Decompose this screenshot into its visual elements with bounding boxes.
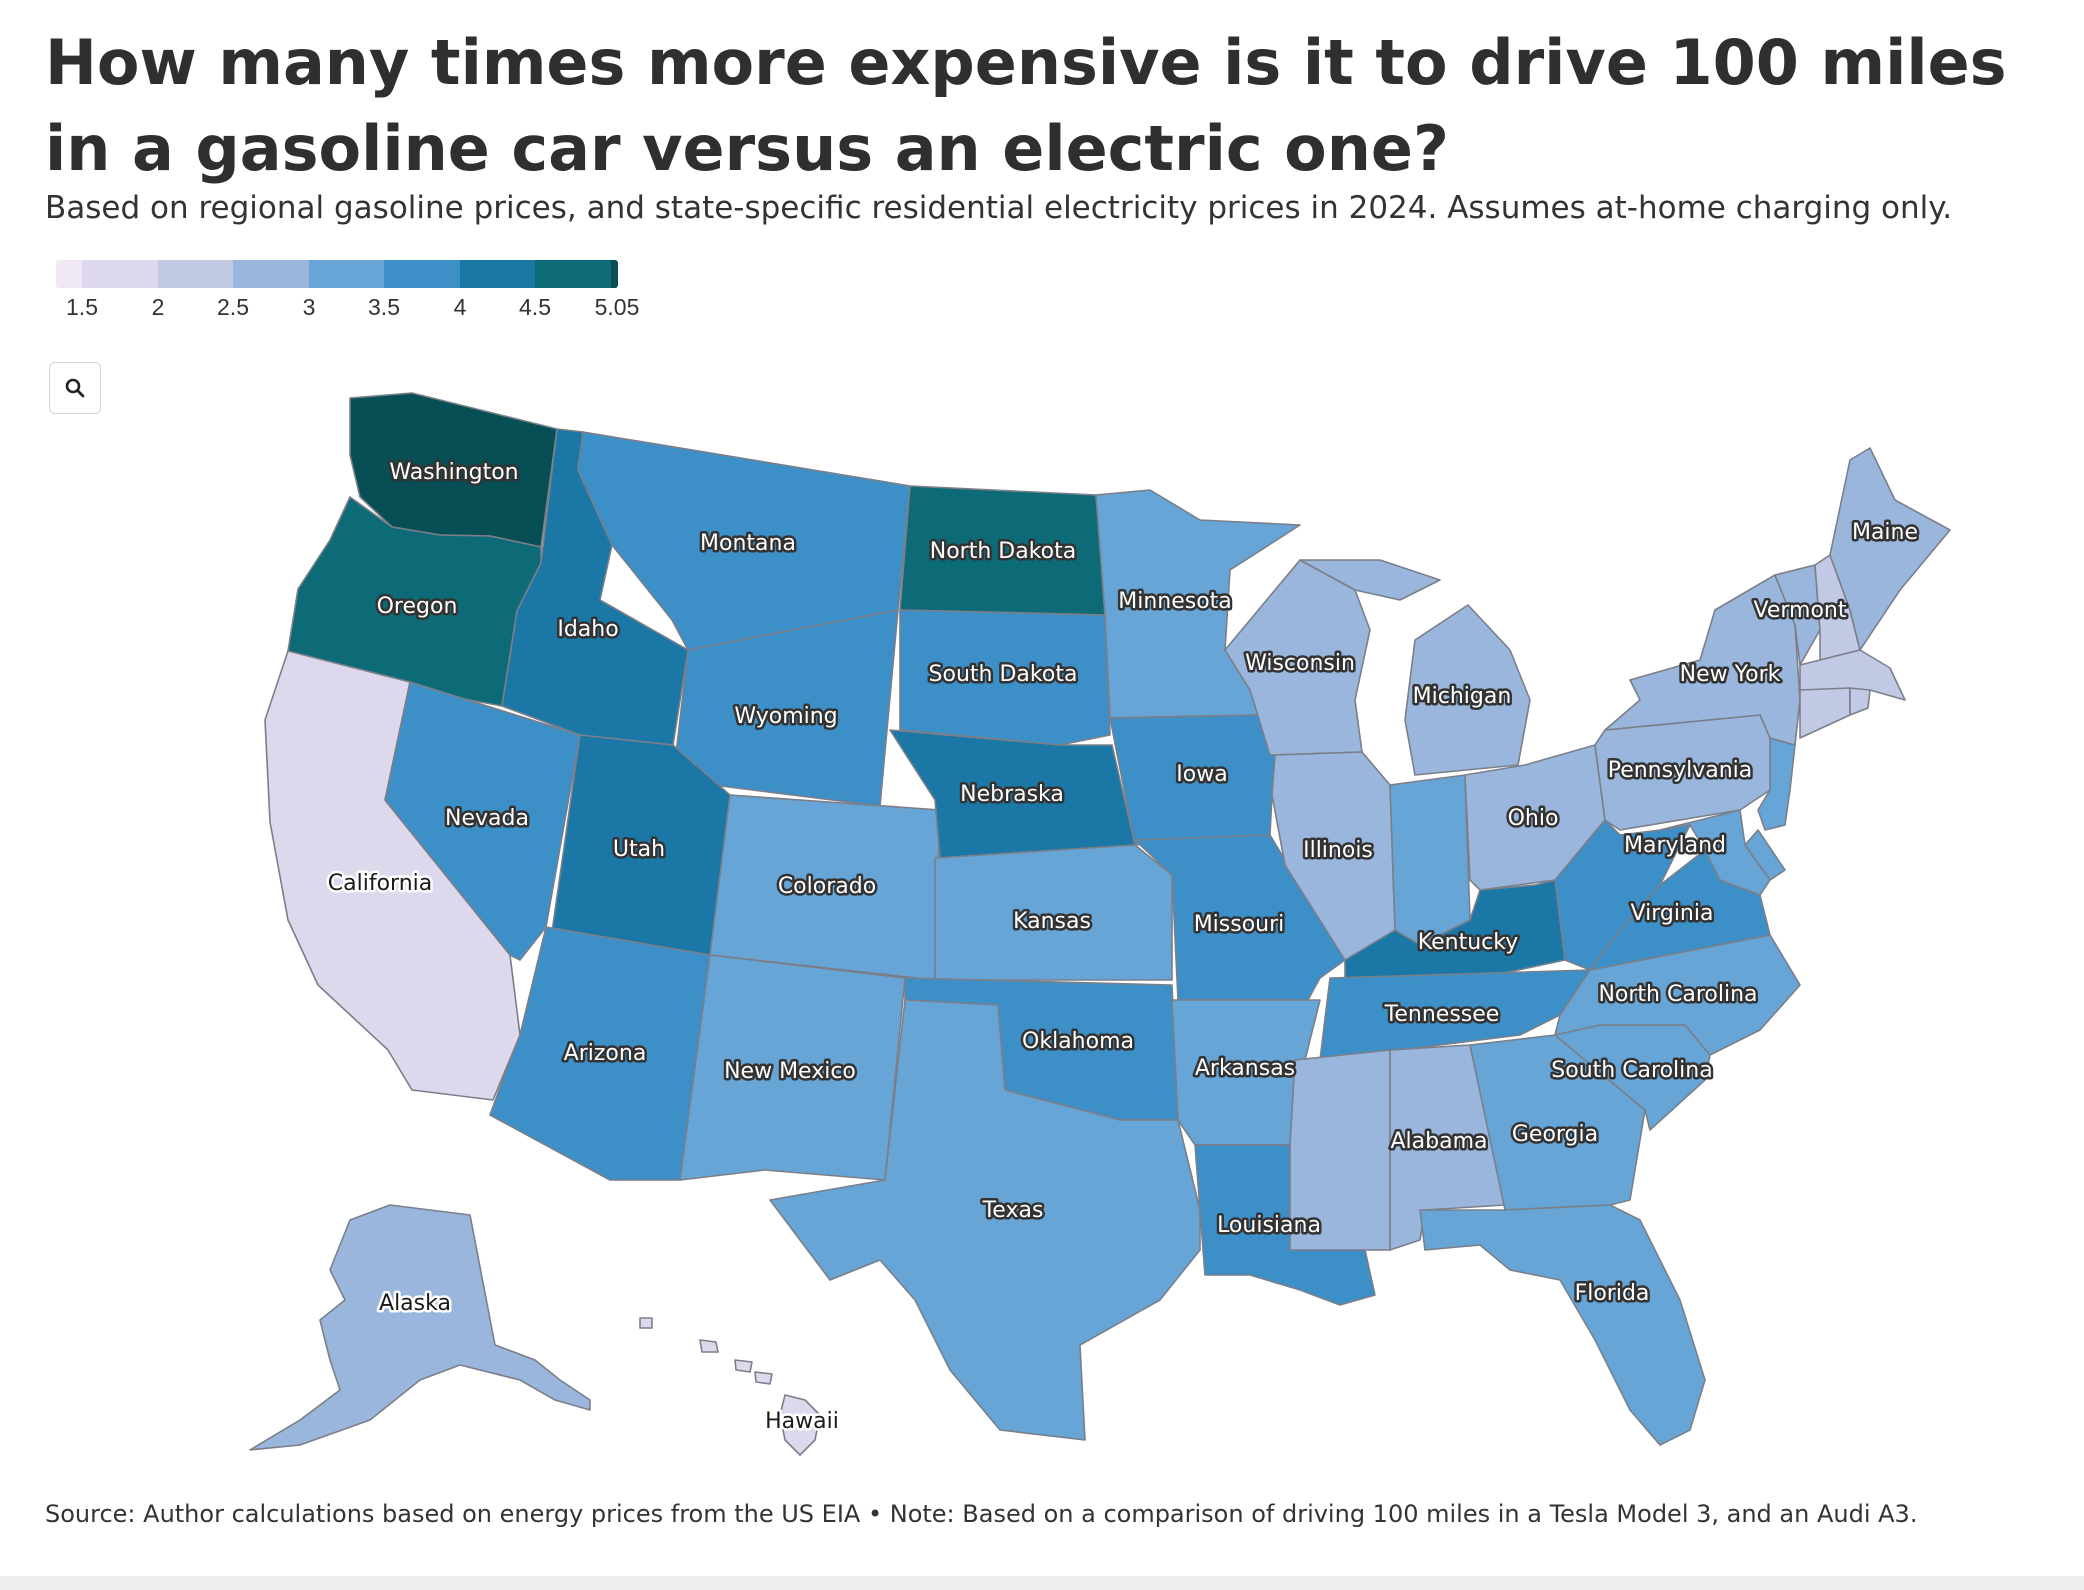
state-label: Vermont — [1754, 598, 1847, 623]
color-legend: 1.5 2 2.5 3 3.5 4 4.5 5.05 — [56, 260, 639, 320]
state-label: Oklahoma — [1022, 1029, 1134, 1054]
legend-color-step — [82, 260, 158, 288]
state-label: Hawaii — [765, 1409, 839, 1434]
legend-tick: 2.5 — [217, 294, 249, 320]
state-label: New Mexico — [724, 1059, 856, 1084]
state-label: Minnesota — [1118, 589, 1232, 614]
source-note: Source: Author calculations based on ene… — [45, 1500, 1918, 1528]
legend-color-step — [384, 260, 460, 288]
state-new-mexico[interactable] — [679, 954, 906, 1181]
state-indiana[interactable] — [1389, 774, 1471, 946]
state-maryland[interactable] — [1659, 809, 1771, 896]
state-label: Missouri — [1194, 912, 1285, 937]
state-michigan[interactable] — [1299, 559, 1531, 776]
state-delaware[interactable] — [1744, 829, 1786, 881]
state-label: Alaska — [379, 1291, 451, 1316]
legend-tick: 4 — [453, 294, 467, 320]
state-label: Nevada — [445, 806, 529, 831]
state-label: Arkansas — [1195, 1056, 1295, 1081]
state-label: Pennsylvania — [1608, 758, 1753, 783]
state-label: Nebraska — [960, 782, 1064, 807]
state-alaska[interactable] — [249, 1204, 591, 1451]
legend-tick: 5.05 — [594, 294, 640, 320]
legend-color-step — [56, 260, 82, 288]
state-new-jersey[interactable] — [1757, 737, 1796, 831]
legend-tick: 4.5 — [519, 294, 551, 320]
labels-layer: Washington Oregon Idaho Utah North Dakot… — [325, 458, 1920, 1437]
state-label: Washington — [389, 460, 518, 485]
state-florida[interactable] — [1419, 1204, 1706, 1446]
legend-gradient-bar — [56, 260, 618, 288]
state-label: Alabama — [1390, 1129, 1487, 1154]
state-label: Georgia — [1512, 1122, 1598, 1147]
state-label: Maine — [1852, 520, 1918, 545]
zoom-button[interactable] — [49, 362, 101, 414]
state-connecticut[interactable] — [1799, 687, 1851, 739]
state-kansas[interactable] — [934, 844, 1173, 981]
state-maine[interactable] — [1829, 447, 1951, 651]
us-choropleth-map: Washington Oregon Idaho Utah North Dakot… — [249, 392, 1951, 1456]
search-icon — [65, 378, 85, 398]
state-label: Utah — [613, 837, 665, 862]
states-layer — [249, 392, 1951, 1456]
state-label: Idaho — [557, 617, 618, 642]
legend-color-step — [233, 260, 309, 288]
state-label: Arizona — [564, 1041, 647, 1066]
state-label: Michigan — [1413, 684, 1512, 709]
state-label: New York — [1680, 662, 1781, 687]
state-label: Montana — [700, 531, 796, 556]
state-label: Louisiana — [1217, 1213, 1321, 1238]
state-rhode-island[interactable] — [1849, 687, 1871, 716]
state-label: North Carolina — [1598, 982, 1757, 1007]
legend-tick: 1.5 — [66, 294, 98, 320]
state-hawaii[interactable] — [639, 1317, 821, 1456]
legend-tick: 3 — [302, 294, 316, 320]
legend-color-step — [460, 260, 535, 288]
state-label: Colorado — [778, 874, 876, 899]
state-label: Oregon — [377, 594, 458, 619]
state-vermont[interactable] — [1774, 564, 1821, 666]
state-label: Iowa — [1176, 762, 1227, 787]
state-label: Wisconsin — [1245, 651, 1355, 676]
state-label: Wyoming — [734, 704, 837, 729]
state-label: North Dakota — [930, 539, 1076, 564]
state-label: Kentucky — [1418, 930, 1518, 955]
legend-tick: 3.5 — [368, 294, 400, 320]
legend-tick: 2 — [151, 294, 165, 320]
bottom-divider — [0, 1576, 2084, 1590]
state-label: Texas — [982, 1198, 1044, 1223]
state-label: Ohio — [1508, 806, 1559, 831]
state-south-dakota[interactable] — [899, 609, 1111, 746]
legend-color-step — [158, 260, 233, 288]
state-west-virginia[interactable] — [1554, 819, 1691, 971]
state-label: Kansas — [1013, 909, 1091, 934]
state-label: South Dakota — [929, 662, 1078, 687]
chart-subtitle: Based on regional gasoline prices, and s… — [45, 190, 1953, 226]
state-label: South Carolina — [1551, 1058, 1712, 1083]
legend-color-step — [535, 260, 611, 288]
state-texas[interactable] — [769, 999, 1201, 1441]
legend-color-step — [309, 260, 384, 288]
state-label: Maryland — [1624, 833, 1726, 858]
state-label: Tennessee — [1384, 1002, 1500, 1027]
chart-title: How many times more expensive is it to d… — [45, 26, 2007, 185]
state-label: Florida — [1575, 1281, 1650, 1306]
legend-color-step — [611, 260, 618, 288]
state-label: Illinois — [1303, 838, 1373, 863]
state-label: Virginia — [1631, 901, 1714, 926]
state-label: California — [328, 871, 432, 896]
